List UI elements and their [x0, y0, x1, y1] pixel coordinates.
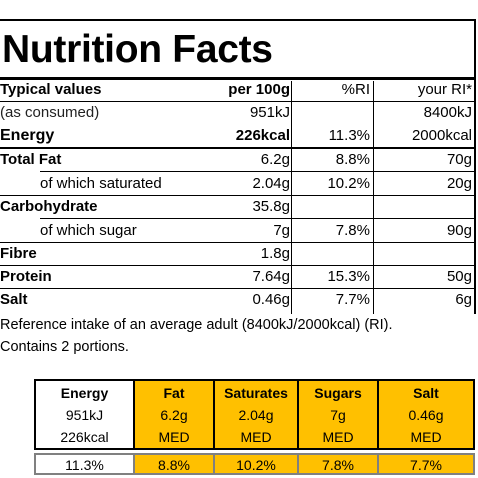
consumed-your-kj: 8400kJ — [423, 104, 472, 121]
header-ri: %RI — [341, 81, 370, 98]
energy-label: Energy — [0, 127, 55, 144]
footnote-portions: Contains 2 portions. — [0, 339, 129, 355]
nutrient-per-100g: 6.2g — [260, 151, 290, 168]
gda-label: Energy 951kJ 226kcal Fat 6.2g MED Satura… — [34, 379, 476, 475]
gda-percent-energy: 11.3% — [34, 453, 135, 475]
header-typical-values: Typical values — [0, 81, 102, 98]
gda-title: Sugars — [314, 385, 362, 401]
nutrient-row: Total Fat 6.2g 8.8% 70g — [0, 149, 474, 171]
gda-percent-salt: 7.7% — [379, 453, 475, 475]
gda-level: MED — [410, 429, 442, 445]
gda-value-1: 0.46g — [408, 407, 444, 423]
nutrient-name: Protein — [0, 268, 52, 285]
header-divider — [0, 101, 474, 102]
nutrient-per-100g: 7.64g — [252, 268, 290, 285]
nutrient-per-100g: 35.8g — [252, 198, 290, 215]
gda-column-fat: Fat 6.2g MED — [135, 379, 215, 450]
nutrient-per-100g: 7g — [273, 222, 290, 239]
gda-column-saturates: Saturates 2.04g MED — [215, 379, 299, 450]
gda-value-1: 7g — [330, 407, 346, 423]
energy-ri: 11.3% — [328, 127, 370, 144]
gda-column-salt: Salt 0.46g MED — [379, 379, 475, 450]
nutrient-your-ri: 90g — [446, 222, 472, 239]
nutrient-name: of which sugar — [40, 222, 137, 239]
nutrient-your-ri: 6g — [455, 291, 472, 308]
consumed-row: (as consumed) 951kJ 8400kJ — [0, 102, 474, 124]
nutrient-name: of which saturated — [40, 175, 162, 192]
nutrient-ri: 7.7% — [335, 291, 370, 308]
nutrient-row: of which sugar 7g 7.8% 90g — [0, 220, 474, 242]
gda-value-1: 2.04g — [238, 407, 274, 423]
row-divider — [0, 288, 474, 289]
nutrient-ri: 8.8% — [335, 151, 370, 168]
gda-column-energy: Energy 951kJ 226kcal — [34, 379, 135, 450]
energy-row: Energy 226kcal 11.3% 2000kcal — [0, 125, 474, 147]
gda-level: MED — [158, 429, 190, 445]
row-divider — [40, 218, 474, 219]
nutrient-your-ri: 20g — [446, 175, 472, 192]
nutrient-name: Carbohydrate — [0, 198, 98, 215]
footnote-reference-intake: Reference intake of an average adult (84… — [0, 317, 393, 333]
gda-percent-fat: 8.8% — [135, 453, 215, 475]
row-divider — [0, 195, 474, 196]
gda-level: MED — [240, 429, 272, 445]
nutrient-name: Fibre — [0, 245, 37, 262]
panel-title: Nutrition Facts — [2, 28, 273, 71]
energy-kcal: 226kcal — [235, 127, 290, 144]
gda-value-1: 951kJ — [65, 407, 104, 423]
header-row: Typical values per 100g %RI your RI* — [0, 79, 474, 101]
nutrient-ri: 7.8% — [335, 222, 370, 239]
gda-title: Salt — [413, 385, 439, 401]
row-divider — [40, 171, 474, 172]
header-per-100g: per 100g — [228, 81, 290, 98]
nutrient-per-100g: 0.46g — [252, 291, 290, 308]
gda-title: Fat — [163, 385, 185, 401]
consumed-label: (as consumed) — [0, 104, 100, 121]
gda-percent-sugars: 7.8% — [299, 453, 379, 475]
consumed-kj: 951kJ — [249, 104, 290, 121]
energy-your-kcal: 2000kcal — [411, 127, 472, 144]
nutrient-your-ri: 50g — [446, 268, 472, 285]
gda-column-sugars: Sugars 7g MED — [299, 379, 379, 450]
nutrient-row: of which saturated 2.04g 10.2% 20g — [0, 173, 474, 195]
nutrient-ri: 10.2% — [327, 175, 370, 192]
header-your-ri: your RI* — [417, 81, 472, 98]
nutrient-per-100g: 1.8g — [260, 245, 290, 262]
nutrition-panel: Nutrition Facts Typical values per 100g … — [0, 19, 476, 314]
title-divider — [0, 77, 474, 80]
gda-level: MED — [322, 429, 354, 445]
row-divider — [0, 265, 474, 266]
gda-percent-saturates: 10.2% — [215, 453, 299, 475]
column-divider — [291, 81, 292, 314]
nutrient-row: Salt 0.46g 7.7% 6g — [0, 289, 474, 311]
nutrient-row: Protein 7.64g 15.3% 50g — [0, 266, 474, 288]
row-divider — [0, 242, 474, 243]
energy-divider — [0, 147, 474, 149]
gda-title: Saturates — [224, 385, 288, 401]
nutrient-your-ri: 70g — [446, 151, 472, 168]
nutrient-name: Total Fat — [0, 151, 62, 168]
gda-title: Energy — [60, 385, 109, 401]
nutrient-per-100g: 2.04g — [252, 175, 290, 192]
nutrient-row: Carbohydrate 35.8g — [0, 196, 474, 218]
nutrient-name: Salt — [0, 291, 28, 308]
gda-value-2: 226kcal — [60, 429, 109, 445]
column-divider — [373, 81, 374, 314]
nutrient-ri: 15.3% — [327, 268, 370, 285]
nutrient-row: Fibre 1.8g — [0, 243, 474, 265]
gda-value-1: 6.2g — [160, 407, 188, 423]
